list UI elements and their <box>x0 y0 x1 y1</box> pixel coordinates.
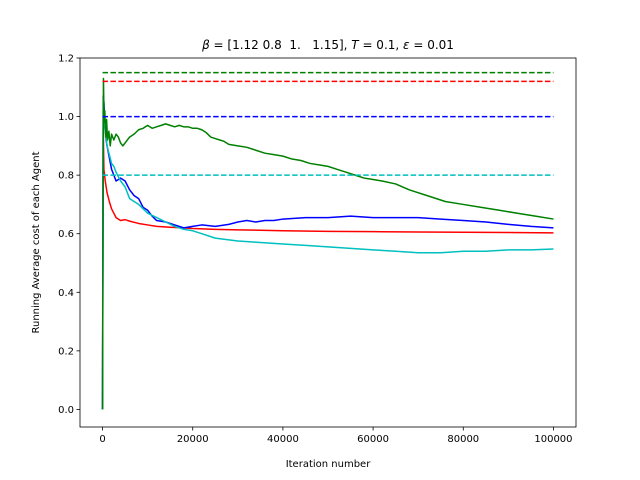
x-axis-title: Iteration number <box>286 459 372 470</box>
x-tick-label: 40000 <box>267 434 299 445</box>
plot-frame <box>79 57 577 428</box>
y-tick-label: 1.0 <box>58 112 74 123</box>
x-tick-label: 60000 <box>357 434 389 445</box>
chart-title: β = [1.12 0.8 1. 1.15], T = 0.1, ε = 0.0… <box>201 38 454 52</box>
x-tick-label: 20000 <box>177 434 209 445</box>
reference-lines <box>102 71 554 176</box>
x-axis: 0 20000 40000 60000 80000 100000 <box>99 427 573 445</box>
y-tick-label: 0.0 <box>58 405 74 416</box>
y-axis-title: Running Average cost of each Agent <box>31 151 42 333</box>
y-tick-label: 0.6 <box>58 229 74 240</box>
series-line-1 <box>101 127 554 410</box>
x-tick-label: 100000 <box>534 434 572 445</box>
y-tick-label: 0.2 <box>58 346 74 357</box>
y-axis: 0.0 0.2 0.4 0.6 0.8 1.0 1.2 <box>58 54 80 416</box>
plot-lines <box>101 77 554 410</box>
x-tick-label: 0 <box>99 434 105 445</box>
y-tick-label: 0.8 <box>58 171 74 182</box>
series-line-2 <box>101 95 554 410</box>
x-tick-label: 80000 <box>447 434 479 445</box>
y-tick-label: 0.4 <box>58 288 74 299</box>
series-line-3 <box>101 98 554 410</box>
y-tick-label: 1.2 <box>58 54 74 65</box>
series-line-4 <box>101 77 554 410</box>
